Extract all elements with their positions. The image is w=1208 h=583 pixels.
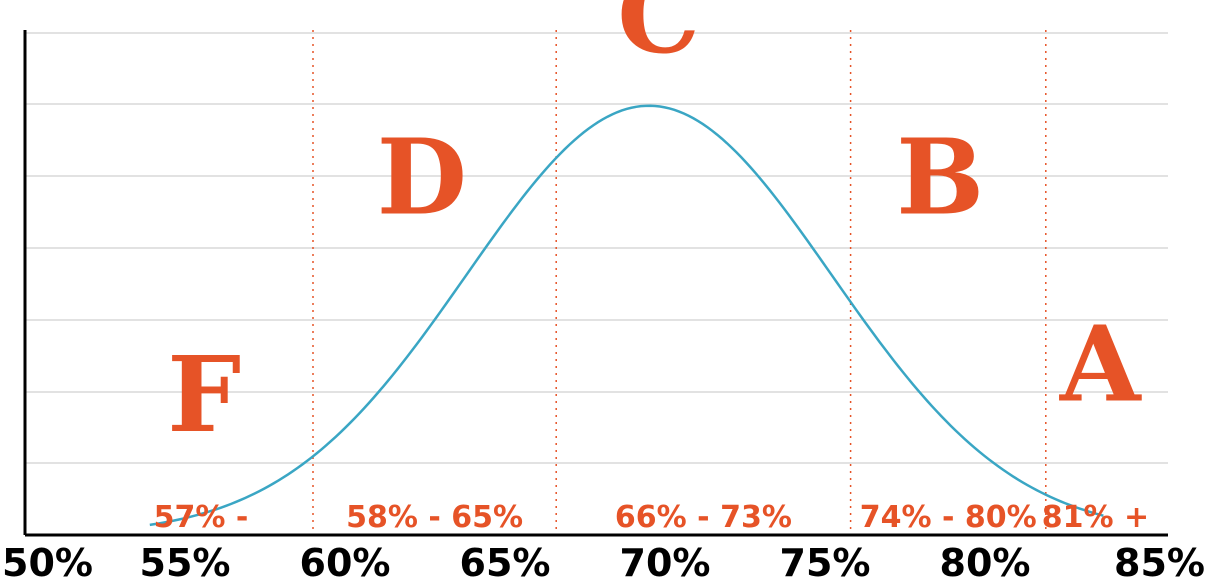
- range-label-c: 66% - 73%: [615, 500, 792, 535]
- x-tick-label: 55%: [140, 541, 231, 583]
- grade-boundaries: [312, 30, 1047, 535]
- x-tick-label: 85%: [1114, 541, 1205, 583]
- x-tick-label: 50%: [2, 541, 93, 583]
- x-tick-label: 80%: [940, 541, 1031, 583]
- grade-letter-a: A: [1059, 302, 1142, 425]
- grade-letter-b: B: [896, 116, 984, 239]
- range-labels: 57% - 58% - 65% 66% - 73% 74% - 80% 81% +: [154, 500, 1149, 535]
- range-label-f: 57% -: [154, 500, 249, 535]
- grade-labels: F D C BA: [167, 0, 1142, 456]
- range-label-b: 74% - 80%: [860, 500, 1037, 535]
- grade-letter-c: C: [617, 0, 700, 77]
- range-label-d: 58% - 65%: [346, 500, 523, 535]
- x-tick-label: 75%: [780, 541, 871, 583]
- x-tick-label: 65%: [460, 541, 551, 583]
- range-label-a: 81% +: [1042, 500, 1149, 535]
- grade-letter-f: F: [167, 333, 241, 456]
- distribution-curve: [149, 104, 1104, 527]
- grade-letter-d: D: [377, 116, 467, 239]
- x-tick-label: 60%: [300, 541, 391, 583]
- x-tick-labels: 50% 55% 60% 65% 70% 75% 80% 85%: [2, 541, 1205, 583]
- x-tick-label: 70%: [620, 541, 711, 583]
- grid-lines: [25, 32, 1168, 464]
